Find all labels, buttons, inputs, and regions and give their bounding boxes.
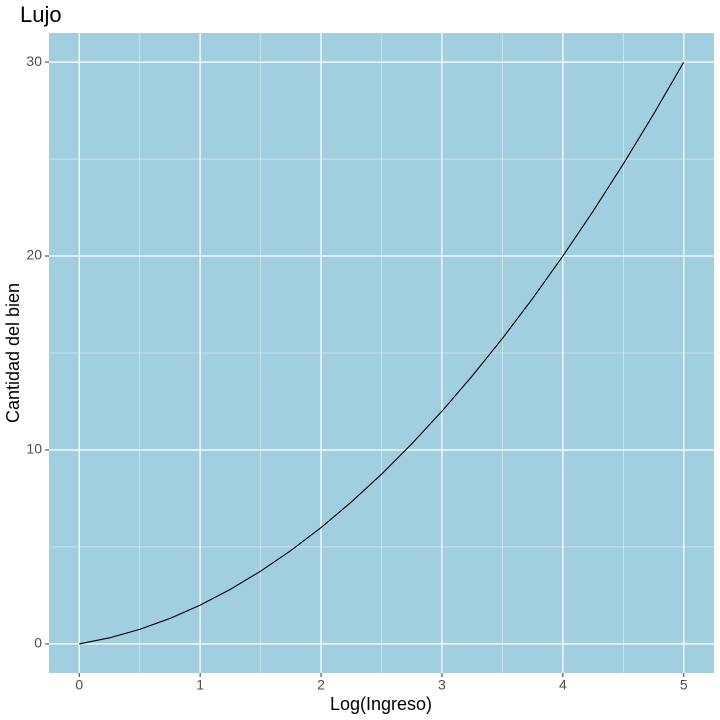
chart-title: Lujo xyxy=(20,2,62,27)
x-tick-label: 3 xyxy=(438,677,446,693)
x-tick-label: 5 xyxy=(680,677,688,693)
y-axis-label: Cantidad del bien xyxy=(3,283,23,423)
line xyxy=(79,61,685,645)
y-tick-label: 0 xyxy=(34,635,42,651)
y-tick-label: 10 xyxy=(26,441,42,457)
x-tick-label: 1 xyxy=(196,677,204,693)
x-tick-label: 2 xyxy=(317,677,325,693)
y-tick-label: 20 xyxy=(26,247,42,263)
y-tick-label: 30 xyxy=(26,53,42,69)
x-axis-label: Log(Ingreso) xyxy=(330,694,432,714)
x-tick-label: 0 xyxy=(75,677,83,693)
x-tick-label: 4 xyxy=(559,677,567,693)
